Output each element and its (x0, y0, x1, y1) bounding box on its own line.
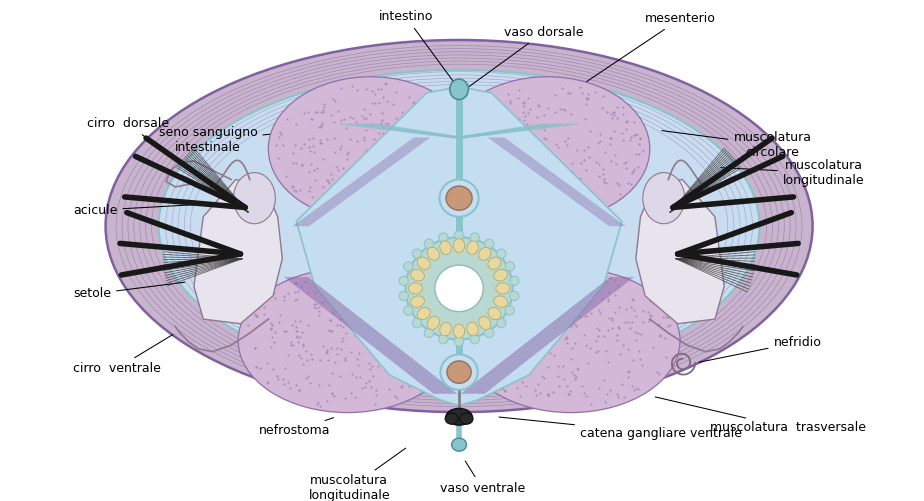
Text: intestino: intestino (379, 10, 457, 87)
Ellipse shape (510, 276, 519, 286)
Ellipse shape (643, 172, 685, 224)
Polygon shape (194, 179, 283, 324)
Ellipse shape (461, 269, 680, 413)
Ellipse shape (446, 186, 472, 210)
Ellipse shape (496, 283, 510, 294)
Ellipse shape (488, 257, 501, 270)
Ellipse shape (234, 172, 275, 224)
Ellipse shape (470, 335, 480, 344)
Text: cirro  dorsale: cirro dorsale (87, 117, 169, 141)
Text: muscolatura
circolare: muscolatura circolare (662, 131, 811, 159)
Ellipse shape (496, 319, 506, 328)
Ellipse shape (479, 247, 491, 261)
Ellipse shape (505, 262, 515, 271)
Ellipse shape (440, 241, 451, 255)
Ellipse shape (460, 413, 473, 424)
Ellipse shape (496, 249, 506, 259)
Ellipse shape (238, 269, 456, 413)
Ellipse shape (406, 237, 513, 340)
Ellipse shape (399, 276, 408, 286)
Ellipse shape (417, 257, 431, 270)
Text: muscolatura  trasversale: muscolatura trasversale (655, 397, 867, 434)
Ellipse shape (493, 270, 507, 281)
Ellipse shape (441, 354, 478, 390)
Ellipse shape (455, 230, 464, 240)
Text: cirro  ventrale: cirro ventrale (73, 335, 173, 375)
Ellipse shape (445, 413, 458, 424)
Ellipse shape (484, 328, 494, 338)
Ellipse shape (159, 70, 760, 382)
Text: nefridio: nefridio (699, 336, 821, 362)
Polygon shape (636, 179, 724, 324)
Ellipse shape (417, 308, 431, 320)
Text: acicule: acicule (73, 203, 225, 217)
Ellipse shape (399, 291, 408, 301)
Ellipse shape (105, 40, 812, 412)
Ellipse shape (479, 317, 491, 330)
Ellipse shape (439, 335, 448, 344)
Ellipse shape (484, 239, 494, 248)
Polygon shape (297, 87, 622, 406)
Ellipse shape (493, 296, 507, 307)
Ellipse shape (470, 233, 480, 242)
Text: muscolatura
longitudinale: muscolatura longitudinale (309, 448, 406, 501)
Ellipse shape (410, 296, 424, 307)
Text: muscolatura
longitudinale: muscolatura longitudinale (721, 159, 865, 187)
Ellipse shape (412, 249, 421, 259)
Ellipse shape (268, 77, 473, 221)
Ellipse shape (440, 322, 451, 336)
Text: mesenterio: mesenterio (536, 12, 716, 116)
Text: setole: setole (73, 282, 185, 301)
Ellipse shape (455, 337, 464, 346)
Ellipse shape (412, 319, 421, 328)
Ellipse shape (467, 241, 479, 255)
Ellipse shape (446, 408, 472, 425)
Ellipse shape (445, 77, 650, 221)
Text: nefrostoma: nefrostoma (259, 418, 334, 437)
Ellipse shape (410, 270, 424, 281)
Ellipse shape (424, 328, 433, 338)
Ellipse shape (452, 438, 467, 451)
Ellipse shape (450, 79, 468, 100)
Ellipse shape (408, 283, 422, 294)
Ellipse shape (439, 233, 448, 242)
Ellipse shape (454, 238, 465, 253)
Ellipse shape (447, 361, 471, 383)
Ellipse shape (427, 247, 440, 261)
Ellipse shape (404, 262, 413, 271)
Ellipse shape (427, 317, 440, 330)
Ellipse shape (467, 322, 479, 336)
Ellipse shape (424, 239, 433, 248)
Ellipse shape (404, 306, 413, 315)
Text: vaso ventrale: vaso ventrale (440, 461, 525, 495)
Text: vaso dorsale: vaso dorsale (465, 26, 583, 90)
Ellipse shape (488, 308, 501, 320)
Text: seno sanguigno
intestinale: seno sanguigno intestinale (159, 126, 337, 153)
Ellipse shape (440, 179, 479, 217)
Ellipse shape (435, 265, 483, 312)
Ellipse shape (510, 291, 519, 301)
Text: catena gangliare ventrale: catena gangliare ventrale (499, 417, 742, 440)
Ellipse shape (454, 324, 465, 338)
Ellipse shape (505, 306, 515, 315)
